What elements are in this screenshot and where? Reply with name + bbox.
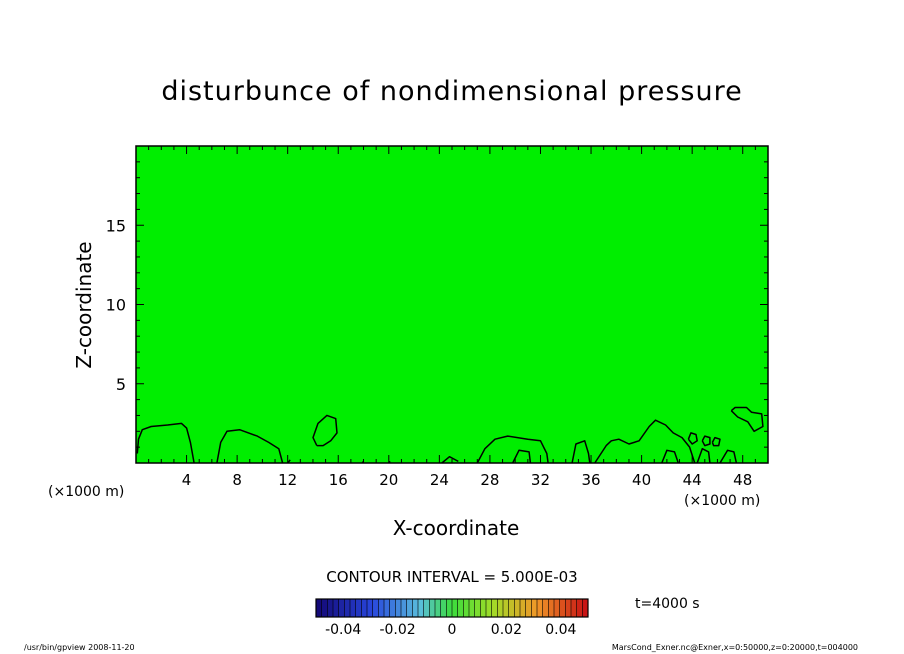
colorbar-cell [463, 599, 470, 617]
colorbar-tick-label: -0.02 [379, 622, 416, 638]
contour-line [711, 436, 721, 447]
colorbar-cell [384, 599, 390, 617]
colorbar-cell [440, 599, 447, 617]
colorbar-cell [395, 599, 402, 617]
x-axis-label: X-coordinate [392, 516, 520, 540]
colorbar-cell [367, 599, 373, 617]
colorbar-cell [474, 599, 481, 617]
contour-line [476, 435, 549, 464]
colorbar-cell [554, 599, 560, 617]
colorbar-cell [525, 599, 532, 617]
x-tick-label: 32 [531, 471, 550, 489]
contour-line [719, 449, 738, 464]
x-unit-label-right: (×1000 m) [684, 493, 761, 509]
time-label: t=4000 s [635, 596, 700, 612]
contour-line [136, 422, 195, 464]
contour-line [571, 440, 591, 464]
x-ticks: 4 8 12 16 20 24 28 32 36 40 44 48 [135, 146, 769, 489]
colorbar-tick-label: 0.02 [490, 622, 522, 638]
colorbar-cell [559, 599, 566, 617]
colorbar-cell [520, 599, 526, 617]
colorbar-cell [435, 599, 441, 617]
contour-line [216, 428, 284, 464]
colorbar-cell [576, 599, 583, 617]
colorbar-cell [531, 599, 538, 617]
colorbar-cell [542, 599, 549, 617]
x-tick-label: 8 [232, 471, 242, 489]
chart-title: disturbunce of nondimensional pressure [161, 76, 743, 107]
contour-line [512, 449, 532, 464]
x-tick-label: 40 [632, 471, 651, 489]
contour-line [441, 455, 459, 464]
colorbar-cell [486, 599, 492, 617]
colorbar-cell [361, 599, 368, 617]
colorbar-cell [406, 599, 413, 617]
x-tick-label: 12 [278, 471, 297, 489]
colorbar-cell [582, 599, 589, 617]
y-axis-label: Z-coordinate [72, 241, 96, 369]
colorbar-cell [344, 599, 351, 617]
colorbar-tick-label: 0 [447, 622, 457, 638]
contour-line [661, 449, 680, 464]
colorbar-cell [338, 599, 345, 617]
colorbar-cell [350, 599, 356, 617]
colorbar-cell [401, 599, 407, 617]
colorbar-frame [315, 598, 589, 618]
colorbar-cell [508, 599, 515, 617]
y-tick-label: 15 [106, 216, 126, 235]
colorbar-cell [378, 599, 385, 617]
colorbar-cell [372, 599, 379, 617]
colorbar-cell [446, 599, 453, 617]
colorbar-cell [497, 599, 504, 617]
colorbar-cell [480, 599, 487, 617]
contour-line [687, 432, 698, 445]
x-tick-label: 44 [683, 471, 702, 489]
colorbar-cell [452, 599, 458, 617]
colorbar-tick-label: -0.04 [325, 622, 362, 638]
colorbar-cell [491, 599, 498, 617]
x-tick-label: 20 [379, 471, 398, 489]
contour-line [730, 406, 764, 433]
colorbar-tick-label: 0.04 [545, 622, 577, 638]
x-tick-label: 48 [733, 471, 752, 489]
y-ticks: 5 10 15 [106, 145, 768, 464]
colorbar-cell [418, 599, 424, 617]
colorbar-cell [355, 599, 362, 617]
plot-area [136, 146, 768, 463]
contour-line [701, 435, 711, 447]
colorbar-cell [469, 599, 475, 617]
contour-interval-label: CONTOUR INTERVAL = 5.000E-03 [326, 568, 578, 586]
x-tick-label: 24 [430, 471, 449, 489]
colorbar-cell [333, 599, 339, 617]
colorbar [315, 599, 589, 617]
colorbar-cell [548, 599, 555, 617]
x-tick-label: 28 [480, 471, 499, 489]
footer-command-label: /usr/bin/gpview 2008-11-20 [24, 643, 135, 652]
colorbar-cell [412, 599, 419, 617]
colorbar-cell [537, 599, 543, 617]
colorbar-cell [429, 599, 436, 617]
colorbar-cell [457, 599, 464, 617]
colorbar-cell [327, 599, 334, 617]
colorbar-tick-labels: -0.04 -0.02 0 0.02 0.04 [0, 622, 904, 640]
colorbar-cell [321, 599, 328, 617]
contour-line [594, 419, 696, 464]
colorbar-cell [514, 599, 521, 617]
colorbar-cell [571, 599, 577, 617]
y-tick-label: 5 [116, 375, 126, 394]
x-unit-label-left: (×1000 m) [48, 484, 125, 500]
x-tick-label: 16 [329, 471, 348, 489]
footer-source-label: MarsCond_Exner.nc@Exner,x=0:50000,z=0:20… [611, 643, 858, 652]
colorbar-cell [316, 599, 322, 617]
x-tick-label: 4 [182, 471, 192, 489]
x-tick-label: 36 [581, 471, 600, 489]
colorbar-cell [423, 599, 430, 617]
contour-line [312, 414, 338, 447]
y-tick-label: 10 [106, 296, 126, 315]
colorbar-cell [503, 599, 509, 617]
colorbar-cell [389, 599, 396, 617]
contour-line [696, 447, 711, 464]
colorbar-cell [565, 599, 572, 617]
